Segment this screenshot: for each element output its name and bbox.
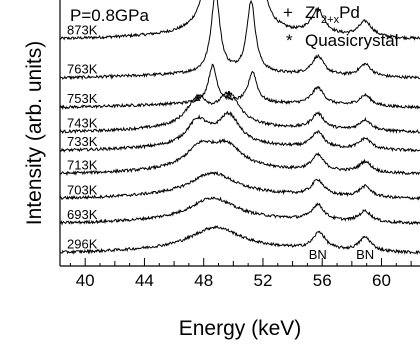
series-label-753K: 753K [67, 91, 98, 106]
legend-symbol-star: * [286, 31, 293, 50]
marker-plus-0: + [208, 0, 218, 5]
series-line-743K [60, 90, 420, 135]
series-label-733K: 733K [67, 134, 98, 149]
bn-peak-labels: BN BN [309, 247, 374, 262]
series-line-733K [60, 110, 420, 153]
legend-pd: Pd [339, 3, 360, 22]
legend-label-quasicrystal: Quasicrystal [305, 31, 399, 50]
legend-symbol-plus: + [283, 3, 293, 22]
bn-label-1: BN [356, 247, 374, 262]
series-label-873K: 873K [67, 23, 98, 38]
series-line-713K [60, 138, 420, 177]
x-tick-label-60: 60 [372, 271, 391, 290]
legend: + Zr2+xPd * Quasicrystal [283, 3, 399, 50]
x-tick-label-44: 44 [135, 271, 154, 290]
y-axis-title: Intensity (arb. units) [23, 41, 46, 225]
legend-zr-subscript: 2+x [321, 14, 340, 26]
x-tick-label-56: 56 [313, 271, 332, 290]
marker-star-2: * [194, 92, 201, 111]
legend-label-zrpd: Zr2+xPd [305, 3, 360, 26]
series-label-296K: 296K [67, 237, 98, 252]
x-ticks: 40 44 48 52 56 60 [69, 258, 412, 290]
series-label-763K: 763K [67, 61, 98, 76]
bn-label-0: BN [309, 247, 327, 262]
x-axis-title: Energy (keV) [179, 317, 302, 340]
temperature-labels: 873K 763K 753K 743K 733K 713K 703K 693K 296K [67, 23, 98, 252]
series-traces [60, 0, 420, 256]
series-line-296K [60, 225, 420, 256]
series-line-753K [60, 63, 420, 111]
marker-star-3: * [226, 87, 233, 106]
series-label-743K: 743K [67, 116, 98, 131]
series-label-713K: 713K [67, 157, 98, 172]
series-label-703K: 703K [67, 182, 98, 197]
series-line-693K [60, 196, 420, 226]
legend-zr: Zr [305, 3, 321, 22]
x-tick-label-52: 52 [254, 271, 273, 290]
pressure-annotation: P=0.8GPa [70, 6, 149, 25]
series-line-873K [60, 0, 420, 41]
series-line-763K [60, 0, 420, 81]
marker-annotations: ++** [194, 0, 233, 111]
series-line-703K [60, 170, 420, 201]
x-tick-label-40: 40 [76, 271, 95, 290]
x-tick-label-48: 48 [194, 271, 213, 290]
series-label-693K: 693K [67, 207, 98, 222]
